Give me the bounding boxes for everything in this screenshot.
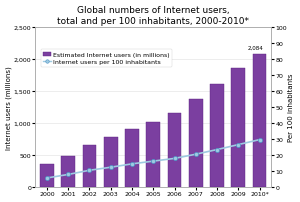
- Bar: [189, 100, 203, 187]
- Bar: [231, 69, 245, 187]
- Y-axis label: Internet users (millions): Internet users (millions): [6, 66, 12, 149]
- Bar: [146, 122, 160, 187]
- Bar: [104, 138, 118, 187]
- Legend: Estimated Internet users (in millions), Internet users per 100 inhabitants: Estimated Internet users (in millions), …: [41, 50, 172, 67]
- Bar: [82, 145, 96, 187]
- Bar: [125, 129, 139, 187]
- Bar: [253, 54, 266, 187]
- Bar: [210, 84, 224, 187]
- Bar: [61, 156, 75, 187]
- Title: Global numbers of Internet users,
total and per 100 inhabitants, 2000-2010*: Global numbers of Internet users, total …: [57, 5, 249, 25]
- Text: 2,084: 2,084: [248, 45, 264, 50]
- Bar: [168, 114, 182, 187]
- Y-axis label: Per 100 inhabitants: Per 100 inhabitants: [288, 74, 294, 142]
- Bar: [40, 164, 54, 187]
